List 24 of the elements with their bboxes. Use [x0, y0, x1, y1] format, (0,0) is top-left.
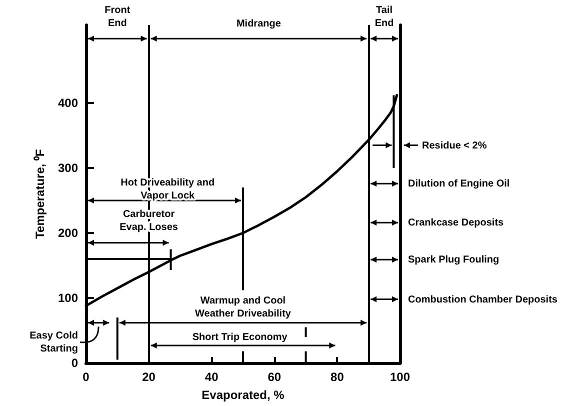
x-tick-label: 20	[142, 370, 156, 384]
y-tick-label: 0	[71, 356, 78, 370]
y-axis-title: Temperature, ⁰F	[33, 149, 47, 239]
text: Easy Cold Starting	[30, 330, 78, 354]
x-tick-label: 80	[330, 370, 344, 384]
y-tick-label: 300	[58, 161, 78, 175]
y-tick-label: 400	[58, 96, 78, 110]
y-tick-label: 100	[58, 291, 78, 305]
text: Combustion Chamber Deposits	[408, 294, 558, 305]
annotation: Short Trip Economy	[192, 332, 288, 342]
y-tick-label: 200	[58, 226, 78, 240]
annotation: Front End	[104, 4, 131, 29]
x-tick-label: 40	[204, 370, 219, 384]
text: Crankcase Deposits	[408, 217, 504, 228]
x-axis-title: Evaporated, %	[202, 388, 285, 402]
text: Spark Plug Fouling	[408, 254, 500, 266]
annotation: Midrange	[236, 18, 282, 30]
x-tick-label: 60	[268, 370, 282, 384]
annotation: Warmup and Cool Weather Driveability	[195, 295, 292, 320]
annotation: Tail End	[374, 4, 394, 29]
x-tick-label: 100	[390, 370, 410, 384]
x-tick-label: 0	[82, 370, 90, 384]
text: Residue < 2%	[422, 140, 487, 151]
text: Dilution of Engine Oil	[408, 178, 510, 190]
